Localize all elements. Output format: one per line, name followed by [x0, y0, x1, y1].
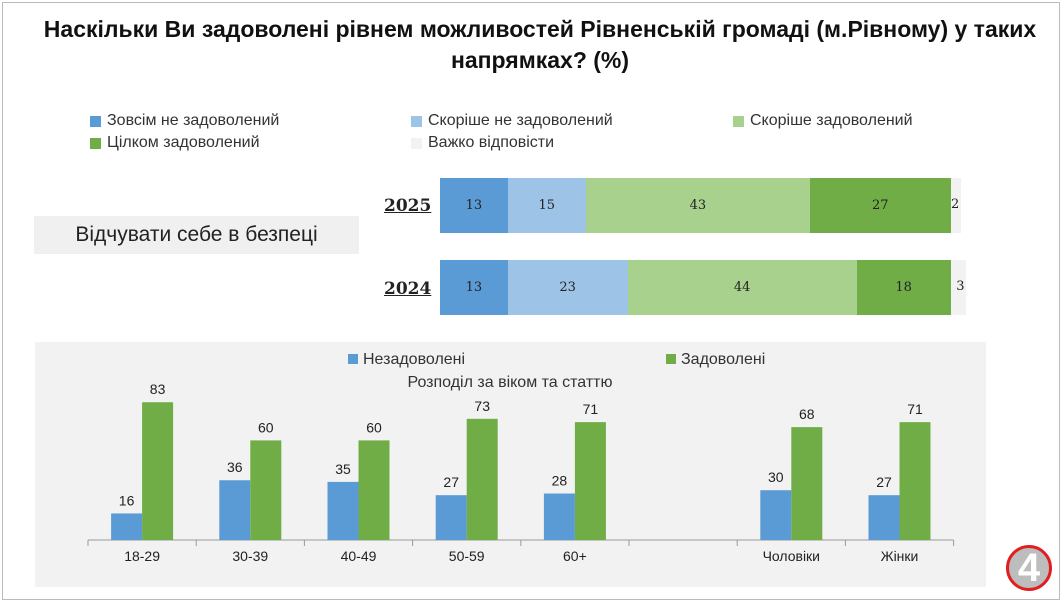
- x-tick-label: Чоловіки: [763, 548, 820, 564]
- dissatisfied-bar: [868, 495, 900, 540]
- legend-dissatisfied: Незадоволені: [363, 351, 465, 368]
- satisfied-bar: [142, 402, 174, 540]
- bar-value-label: 35: [335, 461, 351, 477]
- bar-value-label: 71: [583, 401, 599, 417]
- bar-value-label: 2: [951, 197, 960, 212]
- bar-value-label: 30: [768, 469, 784, 485]
- dissatisfied-bar: [219, 480, 251, 540]
- bar-value-label: 44: [733, 280, 751, 295]
- bar-segment: 13: [440, 178, 508, 233]
- bar-value-label: 73: [474, 398, 490, 414]
- bar-segment: 44: [627, 260, 857, 315]
- satisfied-bar: [899, 422, 931, 540]
- bar-value-label: 43: [689, 198, 707, 213]
- bar-value-label: 71: [907, 401, 923, 417]
- bar-segment: 23: [507, 260, 628, 315]
- bar-value-label: 60: [258, 419, 274, 435]
- bar-value-label: 16: [119, 492, 135, 508]
- legend-dissatisfied-swatch: [348, 354, 358, 364]
- bar-segment: 13: [440, 260, 508, 315]
- dissatisfied-bar: [543, 493, 575, 540]
- satisfied-bar: [791, 427, 823, 540]
- bar-value-label: 27: [443, 474, 459, 490]
- bar-value-label: 18: [895, 280, 912, 295]
- bar-segment: [950, 260, 967, 315]
- legend-satisfied: Задоволені: [681, 351, 765, 368]
- x-tick-label: 18-29: [124, 548, 160, 564]
- bar-value-label: 83: [150, 381, 166, 397]
- year-label-2024: 2024: [384, 279, 432, 299]
- bar-value-label: 68: [799, 406, 815, 422]
- bar-segment: 27: [809, 178, 951, 233]
- bar-value-label: 36: [227, 459, 243, 475]
- channel-logo: 4: [1006, 545, 1052, 591]
- x-tick-label: 40-49: [341, 548, 377, 564]
- bar-value-label: 13: [465, 198, 483, 213]
- age-gender-chart: Незадоволені Задоволені Розподіл за віко…: [87, 351, 955, 564]
- page-title: Наскільки Ви задоволені рівнем можливост…: [43, 16, 1037, 73]
- satisfied-bar: [358, 440, 390, 540]
- dissatisfied-bar: [760, 490, 792, 540]
- x-tick-label: 50-59: [449, 548, 485, 564]
- legend-hard-to-say: Важко відповісти: [411, 134, 554, 152]
- age-gender-panel: Незадоволені Задоволені Розподіл за віко…: [35, 342, 986, 587]
- bar-value-label: 60: [366, 419, 382, 435]
- satisfied-bar: [574, 422, 606, 540]
- dissatisfied-bar: [111, 513, 143, 540]
- chart-subtitle: Розподіл за віком та статтю: [407, 374, 612, 391]
- dissatisfied-bar: [435, 495, 467, 540]
- satisfied-bar: [466, 418, 498, 540]
- bar-segment: 15: [507, 178, 586, 233]
- legend-fully-satisfied: Цілком задоволений: [90, 134, 260, 152]
- year-label-2025: 2025: [384, 196, 432, 216]
- bar-segment: [950, 178, 961, 233]
- dissatisfied-bar: [327, 481, 359, 540]
- bar-segment: 18: [856, 260, 951, 315]
- x-tick-label: 60+: [563, 548, 587, 564]
- bar-value-label: 15: [538, 198, 556, 213]
- legend-rather-satisfied: Скоріше задоволений: [733, 112, 913, 130]
- bar-value-label: 28: [552, 473, 568, 489]
- bar-value-label: 27: [871, 198, 889, 213]
- x-tick-label: 30-39: [232, 548, 268, 564]
- satisfied-bar: [250, 440, 282, 540]
- legend-very-dissatisfied: Зовсім не задоволений: [90, 112, 279, 130]
- bar-value-label: 27: [876, 474, 892, 490]
- bar-segment: 43: [585, 178, 810, 233]
- topic-label: Відчувати себе в безпеці: [34, 216, 359, 254]
- legend-satisfied-swatch: [666, 354, 676, 364]
- bar-value-label: 3: [956, 279, 965, 294]
- bar-value-label: 23: [559, 280, 576, 295]
- bar-value-label: 13: [465, 280, 483, 295]
- x-tick-label: Жінки: [881, 548, 919, 564]
- legend-rather-dissatisfied: Скоріше не задоволений: [411, 112, 613, 130]
